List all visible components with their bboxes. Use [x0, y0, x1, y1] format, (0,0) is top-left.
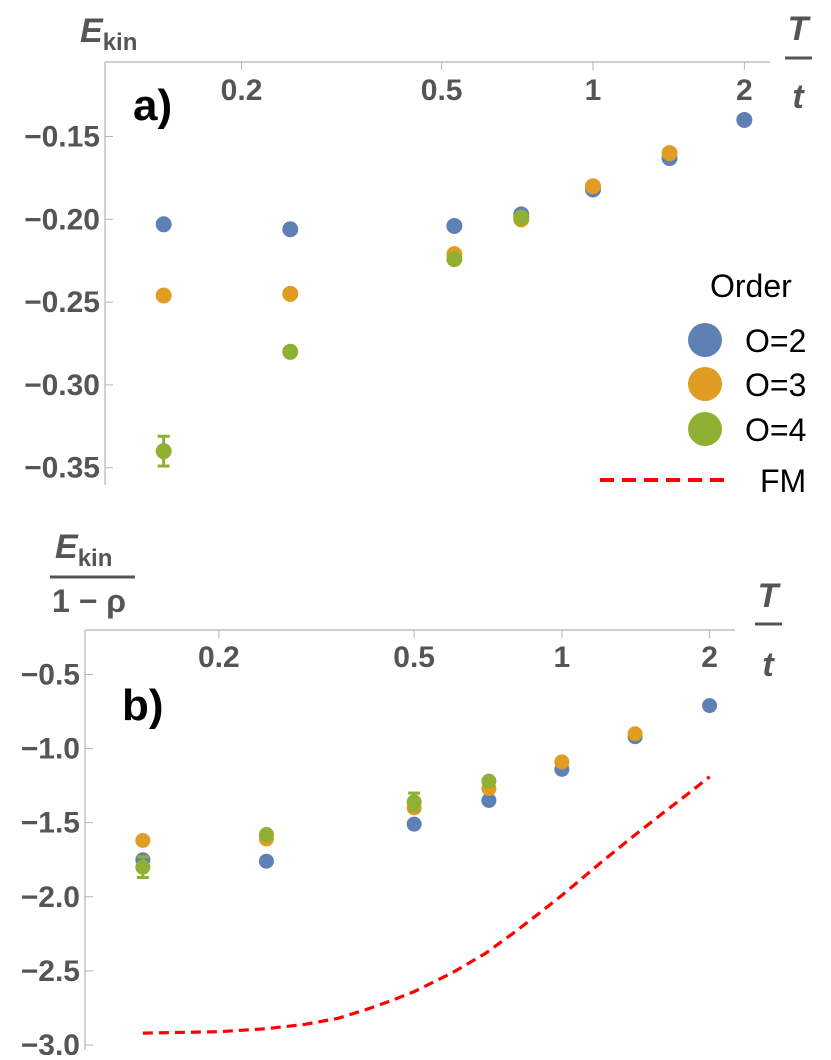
panel-a-series-o4-point [155, 443, 172, 460]
panel-b-series-o3-point [135, 832, 151, 848]
panel-a-series-o2-point [446, 217, 463, 234]
panel-b-y-tick-label: −3.0 [21, 1029, 80, 1055]
panel-b-series-o3-point [554, 754, 570, 770]
panel-a-series-o3-point [584, 178, 601, 195]
panel-a-ylabel-main: E [80, 12, 104, 50]
panel-a-series-o2-point [155, 216, 172, 233]
legend-label-o4: O=4 [745, 412, 806, 448]
panel-a-x-tick-label: 0.2 [221, 74, 263, 107]
panel-b-x-title-den: t [762, 646, 775, 684]
panel-a-series-o4-point [282, 343, 299, 360]
legend-label-fm: FM [760, 463, 806, 499]
panel-a-marks [155, 111, 753, 468]
panel-b-y-axis-title: Ekin [55, 528, 112, 572]
panel-b-ylabel-sub: kin [78, 545, 113, 572]
panel-b-x-ticks: 0.2 0.5 1 2 [198, 630, 718, 674]
panel-a-series-o4-point [446, 251, 463, 268]
panel-a-x-tick-label: 2 [736, 74, 753, 107]
panel-b-x-tick-label: 0.2 [198, 641, 240, 674]
panel-a-y-tick-label: −0.35 [24, 452, 100, 485]
panel-a-x-ticks: 0.2 0.5 1 2 [221, 62, 753, 107]
panel-a-y-tick-label: −0.20 [24, 203, 100, 236]
panel-a: 0.2 0.5 1 2 −0.15 −0.20 −0.25 −0.30 −0.35 a) Ek… [24, 10, 812, 485]
panel-a-ylabel-sub: kin [103, 29, 138, 56]
panel-a-y-axis-title: Ekin [80, 12, 137, 56]
panel-a-y-ticks: −0.15 −0.20 −0.25 −0.30 −0.35 [24, 121, 113, 485]
panel-b-label: b) [122, 681, 164, 730]
panel-a-y-tick-label: −0.30 [24, 369, 100, 402]
panel-b-series-o4-point [406, 794, 422, 810]
legend: Order O=2 O=3 O=4 FM [600, 268, 806, 499]
panel-a-x-title-num: T [788, 10, 812, 48]
panel-a-label: a) [133, 81, 172, 130]
panel-b-series-o2-point [481, 792, 497, 808]
panel-b-series-o4-point [135, 859, 151, 875]
legend-title: Order [710, 268, 792, 304]
panel-b-x-title-num: T [758, 577, 782, 615]
panel-b-series-o3-point [627, 726, 643, 742]
panel-a-series-o4-point [513, 209, 530, 226]
legend-label-o2: O=2 [745, 323, 806, 359]
panel-b-x-tick-label: 0.5 [393, 641, 435, 674]
panel-b-y-title-den: 1 − ρ [52, 583, 126, 619]
panel-a-series-o2-point [736, 111, 753, 128]
panel-b-y-tick-label: −1.5 [21, 807, 80, 840]
panel-b-y-tick-label: −2.5 [21, 955, 80, 988]
panel-b-series-o4-point [258, 827, 274, 843]
legend-swatch-o2 [688, 323, 722, 357]
panel-b-y-ticks: −0.5 −1.0 −1.5 −2.0 −2.5 −3.0 [21, 658, 93, 1060]
panel-b-y-tick-label: −1.0 [21, 733, 80, 766]
panel-a-y-tick-label: −0.15 [24, 121, 100, 154]
panel-b-series-o2-point [702, 698, 718, 714]
panel-a-x-tick-label: 0.5 [421, 74, 463, 107]
panel-b-ylabel-main: E [55, 528, 79, 566]
legend-swatch-o3 [688, 367, 722, 401]
panel-b-y-tick-label: −2.0 [21, 881, 80, 914]
legend-swatch-o4 [688, 412, 722, 446]
panel-b: 0.2 0.5 1 2 −0.5 −1.0 −1.5 −2.0 −2.5 −3.0 b) Eki… [21, 528, 782, 1060]
panel-b-series-fm-line [142, 775, 711, 1035]
panel-a-series-o2-point [282, 221, 299, 238]
panel-a-series-o3-point [661, 145, 678, 162]
panel-b-marks [135, 698, 718, 1035]
panel-a-series-o3-point [282, 285, 299, 302]
panel-a-y-tick-label: −0.25 [24, 286, 100, 319]
legend-label-o3: O=3 [745, 367, 806, 403]
panel-a-x-title-den: t [792, 78, 805, 116]
panel-a-series-o3-point [155, 287, 172, 304]
panel-a-x-tick-label: 1 [585, 74, 602, 107]
panel-b-x-tick-label: 2 [701, 641, 718, 674]
panel-b-y-tick-label: −0.5 [21, 658, 80, 691]
panel-b-series-o2-point [258, 853, 274, 869]
panel-b-series-o4-point [481, 773, 497, 789]
panel-b-x-tick-label: 1 [554, 641, 571, 674]
panel-b-series-o2-point [406, 816, 422, 832]
